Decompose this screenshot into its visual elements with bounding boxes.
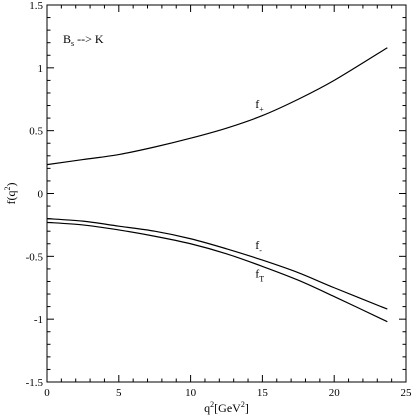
series-label-1: f- [255, 238, 262, 255]
x-tick-label: 0 [44, 387, 50, 399]
x-axis-label-sup: 2 [210, 400, 214, 409]
series-label-base: f [255, 267, 259, 281]
y-tick-label: -1.5 [26, 377, 44, 389]
annotation-base: B [63, 32, 71, 46]
x-tick-label: 25 [401, 387, 413, 399]
y-axis-label-rest: ) [4, 183, 18, 187]
y-axis-label-sup: 2 [3, 187, 12, 191]
y-axis-label-base: f(q [4, 191, 18, 205]
series-label-base: f [255, 97, 259, 111]
labels-layer: f+f-fT [255, 97, 264, 284]
x-axis-label-base: q [204, 401, 210, 415]
series-label-sub: - [259, 246, 262, 255]
ticks-layer: 0 5 10 15 20 25 -1.5 -1 -0.5 0 0.5 1 1.5 [26, 0, 412, 399]
y-tick-label: -1 [34, 314, 43, 326]
series-label-0: f+ [255, 97, 264, 114]
series-line-2 [46, 221, 388, 323]
x-tick-label: 5 [116, 387, 122, 399]
chart-annotation: Bs --> K [63, 32, 104, 48]
series-line-0 [46, 47, 388, 166]
x-tick-label: 20 [329, 387, 341, 399]
series-label-sub: + [259, 105, 264, 114]
series-label-base: f [255, 238, 259, 252]
y-axis-label: f(q2) [3, 183, 18, 205]
y-tick-label: 1 [38, 63, 44, 75]
plot-frame [46, 4, 407, 383]
curves-layer [46, 47, 388, 323]
x-tick-label: 10 [185, 387, 197, 399]
x-axis-label: q2[GeV2] [204, 400, 249, 415]
x-tick-label: 15 [257, 387, 269, 399]
x-axis-label-sup2: 2 [241, 400, 245, 409]
series-label-2: fT [255, 267, 264, 284]
x-axis-label-rest1: [GeV [214, 401, 241, 415]
x-axis-label-rest2: ] [245, 401, 249, 415]
series-label-sub: T [259, 275, 264, 284]
y-tick-label: 0.5 [29, 126, 43, 138]
annotation-sub: s [71, 39, 74, 48]
series-line-1 [46, 218, 388, 310]
y-tick-label: 1.5 [29, 0, 43, 12]
y-tick-label: -0.5 [26, 251, 44, 263]
annotation-rest: --> K [74, 32, 104, 46]
y-tick-label: 0 [38, 189, 44, 201]
